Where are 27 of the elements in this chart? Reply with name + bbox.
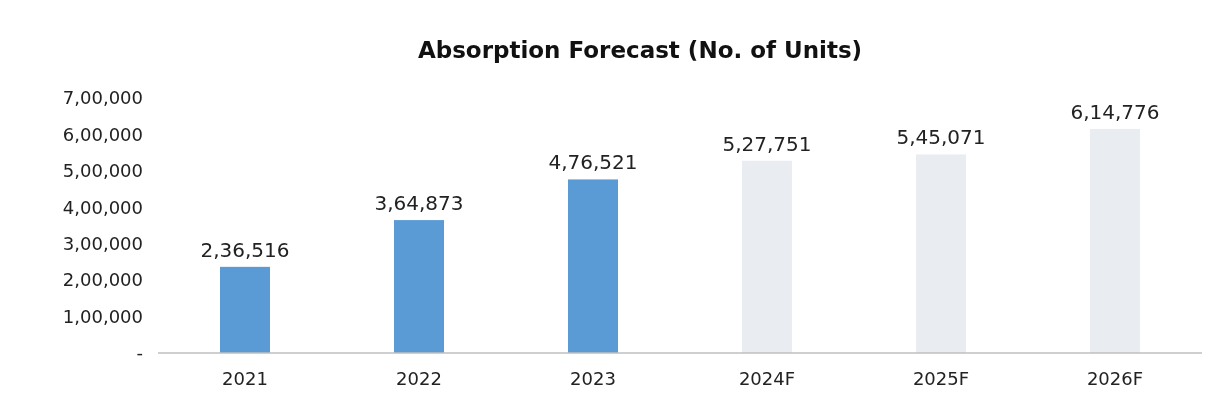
x-tick-label: 2022	[396, 368, 442, 389]
x-tick-label: 2026F	[1086, 368, 1144, 389]
bar	[568, 179, 618, 353]
y-tick-label: 3,00,000	[62, 233, 143, 255]
y-tick-label: 1,00,000	[62, 305, 143, 327]
bar	[220, 266, 270, 353]
y-tick-label: 6,00,000	[62, 123, 143, 145]
data-label: 6,14,776	[1070, 100, 1160, 125]
data-label: 4,76,521	[548, 150, 638, 175]
y-tick-label: 2,00,000	[62, 269, 143, 291]
bar	[394, 220, 444, 353]
data-label: 2,36,516	[200, 237, 290, 262]
chart-title: Absorption Forecast (No. of Units)	[417, 37, 863, 63]
y-tick-label: 7,00,000	[62, 87, 143, 109]
x-tick-label: 2025F	[912, 368, 970, 389]
bar	[742, 160, 792, 353]
y-tick-label: -	[136, 342, 143, 364]
x-tick-label: 2024F	[738, 368, 796, 389]
y-tick-label: 5,00,000	[62, 160, 143, 182]
x-tick-label: 2023	[570, 368, 616, 389]
data-label: 5,45,071	[896, 125, 986, 150]
data-label: 3,64,873	[374, 191, 464, 216]
bar	[916, 154, 966, 353]
y-tick-label: 4,00,000	[62, 196, 143, 218]
bar	[1090, 129, 1140, 353]
x-tick-label: 2021	[222, 368, 268, 389]
data-label: 5,27,751	[722, 131, 812, 156]
